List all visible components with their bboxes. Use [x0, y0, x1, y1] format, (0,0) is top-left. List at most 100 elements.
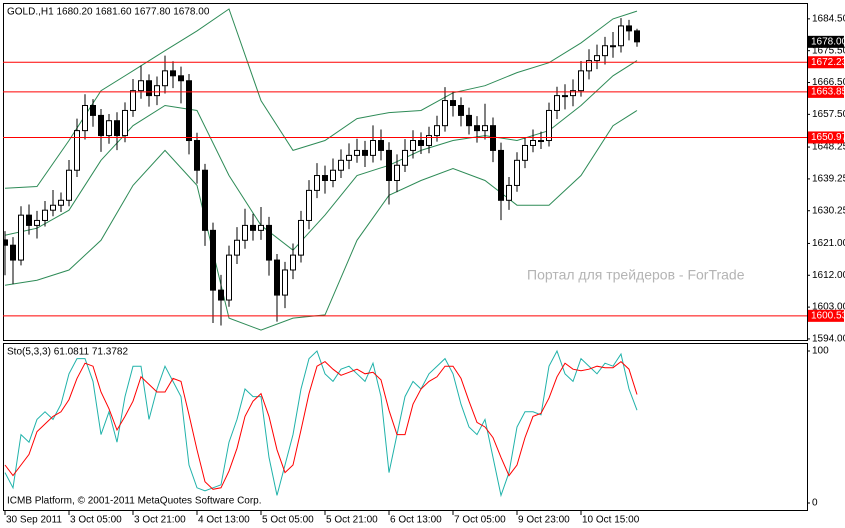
oscillator-plot: ICMB Platform, © 2001-2011 MetaQuotes So…: [4, 349, 638, 507]
candle-body: [450, 100, 456, 107]
candle-body: [322, 175, 328, 181]
candle-body: [362, 149, 368, 156]
candle-body: [154, 85, 160, 97]
x-tick-label: 6 Oct 13:00: [390, 515, 442, 526]
band-upper: [4, 8, 638, 189]
candle-body: [538, 140, 544, 143]
oscillator-line: [4, 360, 638, 490]
candle-body: [378, 140, 384, 151]
candle-body: [58, 199, 64, 206]
candle-body: [18, 214, 24, 261]
candle-body: [98, 114, 104, 137]
candle-body: [530, 140, 536, 146]
y-tick-label: 1594.00: [812, 334, 845, 345]
x-tick-label: 9 Oct 23:00: [518, 515, 570, 526]
candle-body: [290, 254, 296, 271]
candle-body: [610, 45, 616, 48]
level-label-box: [808, 309, 844, 322]
candle-body: [522, 144, 528, 161]
candle-body: [122, 109, 128, 137]
candle-body: [3, 239, 8, 246]
candle-body: [210, 229, 216, 291]
candle-body: [138, 80, 144, 92]
band-lower: [4, 110, 638, 331]
candle-body: [570, 90, 576, 97]
candle-body: [466, 114, 472, 127]
candle-body: [194, 140, 200, 171]
candle-body: [258, 224, 264, 231]
y-tick-label: 1639.25: [812, 174, 845, 185]
candle-body: [178, 75, 184, 82]
candle-body: [546, 109, 552, 142]
x-tick-label: 10 Oct 15:00: [582, 515, 640, 526]
candle-body: [578, 70, 584, 92]
candle-body: [26, 214, 32, 226]
y-tick-label: 1675.50: [812, 45, 845, 56]
candle-body: [338, 159, 344, 171]
candle-body: [354, 149, 360, 156]
panel-title: Sto(5,3,3) 61.0811 71.3782: [7, 347, 128, 358]
watermark: Портал для трейдеров - ForTrade: [527, 267, 745, 283]
candle-body: [106, 120, 112, 137]
candle-body: [554, 95, 560, 111]
candle-body: [50, 204, 56, 211]
candle-body: [114, 120, 120, 137]
candle-body: [218, 289, 224, 301]
candle-body: [282, 269, 288, 296]
x-tick-label: 5 Oct 05:00: [262, 515, 314, 526]
y-tick-label: 1684.50: [812, 13, 845, 24]
level-label-box: [808, 56, 844, 69]
candle-body: [330, 169, 336, 181]
candle-body: [618, 25, 624, 47]
candle-body: [314, 175, 320, 191]
candle-body: [506, 184, 512, 201]
candle-body: [586, 60, 592, 72]
candle-body: [442, 100, 448, 127]
x-tick-label: 3 Oct 21:00: [134, 515, 186, 526]
level-label: 1672.23: [811, 57, 845, 68]
candle-body: [234, 239, 240, 256]
y-tick-label: 1621.00: [812, 238, 845, 249]
candle-body: [434, 125, 440, 137]
candle-body: [186, 80, 192, 142]
level-label: 1663.85: [811, 87, 845, 98]
last-price-label: 1678.00: [811, 36, 845, 47]
candle-body: [394, 164, 400, 181]
candle-body: [402, 149, 408, 166]
y-tick-label: 1612.00: [812, 270, 845, 281]
y-tick-label: 0: [812, 498, 818, 509]
x-tick-label: 4 Oct 13:00: [198, 515, 250, 526]
candle-body: [634, 30, 640, 43]
candle-body: [346, 154, 352, 161]
candle-body: [274, 259, 280, 296]
x-tick-label: 3 Oct 05:00: [70, 515, 122, 526]
y-tick-label: 1630.25: [812, 205, 845, 216]
y-tick-label: 100: [812, 346, 829, 357]
band-middle: [4, 60, 638, 251]
candle-body: [162, 70, 168, 87]
candle-body: [298, 219, 304, 256]
candle-body: [490, 125, 496, 151]
candle-body: [514, 159, 520, 186]
candle-body: [42, 209, 48, 221]
candle-body: [498, 149, 504, 201]
candle-body: [306, 189, 312, 221]
candle-body: [250, 224, 256, 231]
level-label: 1650.97: [811, 132, 845, 143]
y-tick-label: 1648.25: [812, 142, 845, 153]
candle-body: [602, 45, 608, 57]
panel-title: GOLD.,H1 1680.20 1681.60 1677.80 1678.00: [7, 7, 210, 18]
candle-body: [130, 90, 136, 111]
candle-body: [74, 130, 80, 171]
candle-body: [242, 224, 248, 241]
candle-body: [34, 219, 40, 226]
level-label-box: [808, 131, 844, 144]
candle-body: [66, 169, 72, 201]
y-tick-label: 1666.50: [812, 77, 845, 88]
axes: 1684.50 1675.50 1666.50 1657.50 1648.25 1639.…: [4, 7, 845, 526]
candle-body: [562, 95, 568, 98]
candle-body: [370, 140, 376, 156]
last-price-box: [808, 35, 844, 48]
candle-body: [594, 55, 600, 62]
